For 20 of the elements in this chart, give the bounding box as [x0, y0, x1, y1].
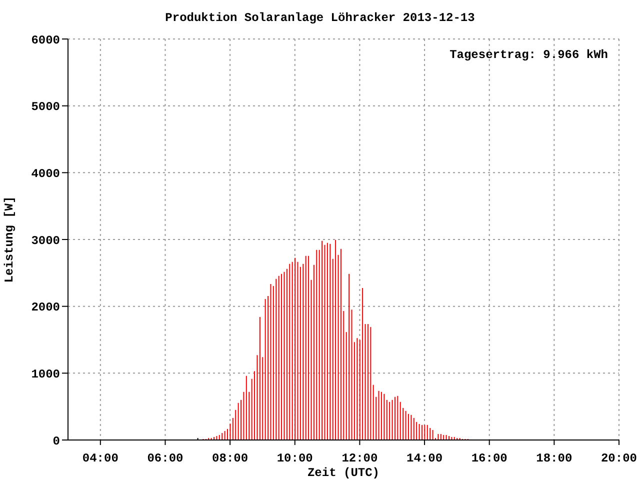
x-tick-label: 04:00 — [82, 452, 118, 466]
y-axis-title: Leistung [W] — [2, 196, 16, 283]
x-tick-label: 16:00 — [471, 452, 508, 466]
chart-title: Produktion Solaranlage Löhracker 2013-12-13 — [164, 11, 476, 25]
annotation: Tagesertrag: 9.966 kWh — [450, 48, 608, 62]
y-tick-label: 5000 — [31, 100, 60, 114]
x-tick-label: 06:00 — [147, 452, 184, 466]
x-axis-title: Zeit (UTC) — [307, 466, 380, 480]
y-tick-label: 1000 — [31, 367, 60, 382]
y-tick-label: 2000 — [31, 300, 60, 315]
y-tick-label: 3000 — [31, 234, 60, 248]
x-tick-label: 18:00 — [536, 452, 572, 466]
y-tick-label: 0 — [52, 434, 60, 448]
x-tick-label: 20:00 — [600, 452, 638, 466]
x-tick-label: 12:00 — [342, 452, 378, 466]
y-tick-label: 4000 — [31, 166, 60, 181]
x-tick-label: 14:00 — [406, 452, 443, 466]
x-tick-label: 10:00 — [276, 452, 313, 466]
y-tick-label: 6000 — [31, 33, 60, 48]
x-tick-label: 08:00 — [212, 452, 248, 466]
